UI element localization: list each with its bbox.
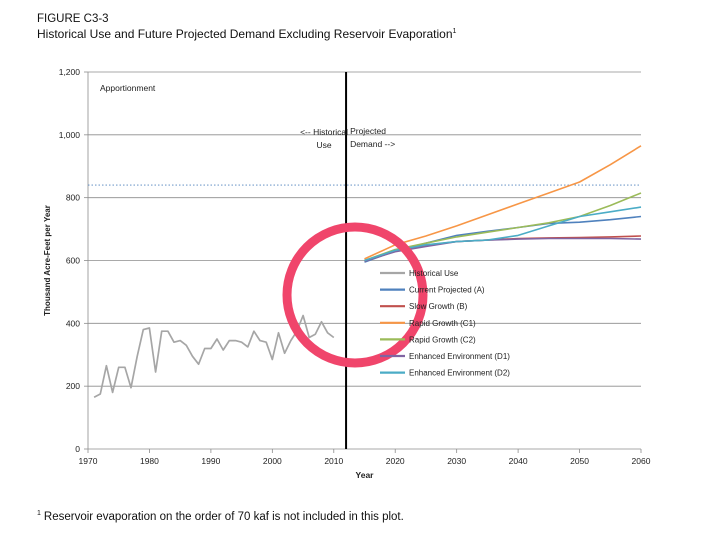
highlight-overlay bbox=[282, 222, 428, 368]
historical-use-label: <-- Historical bbox=[300, 127, 348, 137]
y-axis-title: Thousand Acre-Feet per Year bbox=[43, 205, 52, 316]
legend-entry: Rapid Growth (C1) bbox=[409, 319, 476, 328]
x-tick-label: 1990 bbox=[201, 456, 220, 466]
projected-demand-label: Projected bbox=[350, 126, 386, 136]
x-tick-label: 2020 bbox=[386, 456, 405, 466]
x-axis-title: Year bbox=[356, 470, 375, 480]
x-tick-label: 2050 bbox=[570, 456, 589, 466]
y-tick-label: 200 bbox=[66, 381, 80, 391]
legend-entry: Slow Growth (B) bbox=[409, 302, 468, 311]
axes: 0 200 400 600 800 1,000 1,200 1970 1980 1990 2000 2… bbox=[43, 67, 651, 480]
x-tick-label: 1970 bbox=[79, 456, 98, 466]
x-tick-label: 2000 bbox=[263, 456, 282, 466]
figure-title: Historical Use and Future Projected Dema… bbox=[37, 27, 456, 41]
projected-demand-label: Demand --> bbox=[350, 139, 395, 149]
legend-entry: Historical Use bbox=[409, 269, 459, 278]
series-line-enhanced-environment-d2 bbox=[364, 206, 642, 262]
x-tick-label: 1980 bbox=[140, 456, 159, 466]
annotations: Apportionment <-- Historical Use Projected D… bbox=[88, 72, 641, 449]
series-line-historical-use bbox=[93, 314, 335, 398]
title-footnote-marker: 1 bbox=[452, 28, 457, 35]
y-tick-label: 0 bbox=[75, 444, 80, 454]
series-line-rapid-growth-c2 bbox=[364, 192, 642, 262]
figure-label: FIGURE C3-3 bbox=[37, 13, 109, 25]
historical-use-label: Use bbox=[317, 140, 332, 150]
x-tick-label: 2060 bbox=[632, 456, 651, 466]
figure-title-text: Historical Use and Future Projected Dema… bbox=[37, 27, 453, 41]
legend-entry: Enhanced Environment (D2) bbox=[409, 369, 510, 378]
highlight-circle bbox=[282, 222, 428, 368]
x-tick-label: 2010 bbox=[324, 456, 343, 466]
y-tick-label: 800 bbox=[66, 193, 80, 203]
x-tick-label: 2030 bbox=[447, 456, 466, 466]
footnote: 1 Reservoir evaporation on the order of 7… bbox=[37, 510, 404, 523]
legend-entry: Enhanced Environment (D1) bbox=[409, 352, 510, 361]
legend-entry: Rapid Growth (C2) bbox=[409, 335, 476, 344]
legend-entry: Current Projected (A) bbox=[409, 286, 485, 295]
legend: Historical Use Current Projected (A) Slow … bbox=[380, 269, 510, 378]
series-line-rapid-growth-c1 bbox=[364, 145, 642, 260]
footnote-text: Reservoir evaporation on the order of 70… bbox=[43, 510, 404, 523]
y-tick-label: 1,000 bbox=[59, 130, 81, 140]
series-lines bbox=[93, 145, 642, 398]
y-tick-label: 1,200 bbox=[59, 67, 81, 77]
apportionment-label: Apportionment bbox=[100, 83, 156, 93]
y-tick-label: 600 bbox=[66, 256, 80, 266]
y-tick-label: 400 bbox=[66, 318, 80, 328]
footnote-marker: 1 bbox=[37, 510, 41, 517]
x-tick-label: 2040 bbox=[509, 456, 528, 466]
